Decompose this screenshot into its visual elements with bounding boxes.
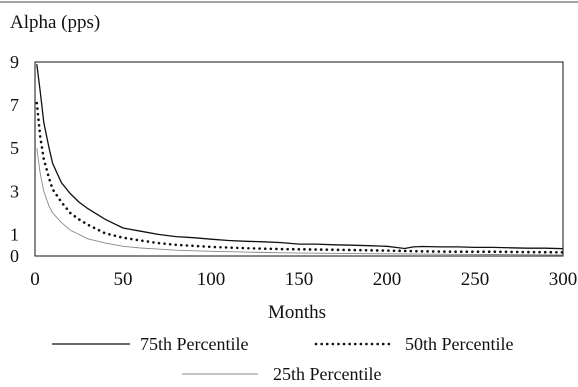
x-tick-label: 300: [549, 269, 578, 290]
x-tick-label: 150: [285, 269, 314, 290]
y-tick-label: 7: [10, 95, 19, 115]
x-tick-label: 200: [373, 269, 402, 290]
series-line-3: [36, 148, 564, 256]
legend-label-3: 25th Percentile: [273, 364, 381, 384]
x-tick-label: 50: [114, 269, 133, 290]
plot-frame: [34, 61, 564, 257]
legend: 75th Percentile 50th Percentile 25th Perce…: [52, 334, 513, 384]
legend-label-2: 50th Percentile: [405, 334, 513, 354]
y-tick-label: 1: [10, 224, 19, 244]
y-tick-label: 0: [10, 246, 19, 266]
series-line-1: [36, 64, 564, 250]
y-axis-label: Alpha (pps): [10, 12, 100, 33]
x-tick-label: 250: [461, 269, 490, 290]
series-layer: [35, 64, 565, 256]
y-tick-label: 5: [10, 138, 19, 158]
y-tick-label: 9: [10, 52, 19, 72]
y-tick-label: 3: [10, 181, 19, 201]
x-tick-label: 0: [30, 269, 40, 290]
series-line-2: [35, 101, 565, 254]
x-axis-label: Months: [268, 302, 326, 323]
x-tick-label: 100: [197, 269, 226, 290]
legend-label-1: 75th Percentile: [140, 334, 248, 354]
